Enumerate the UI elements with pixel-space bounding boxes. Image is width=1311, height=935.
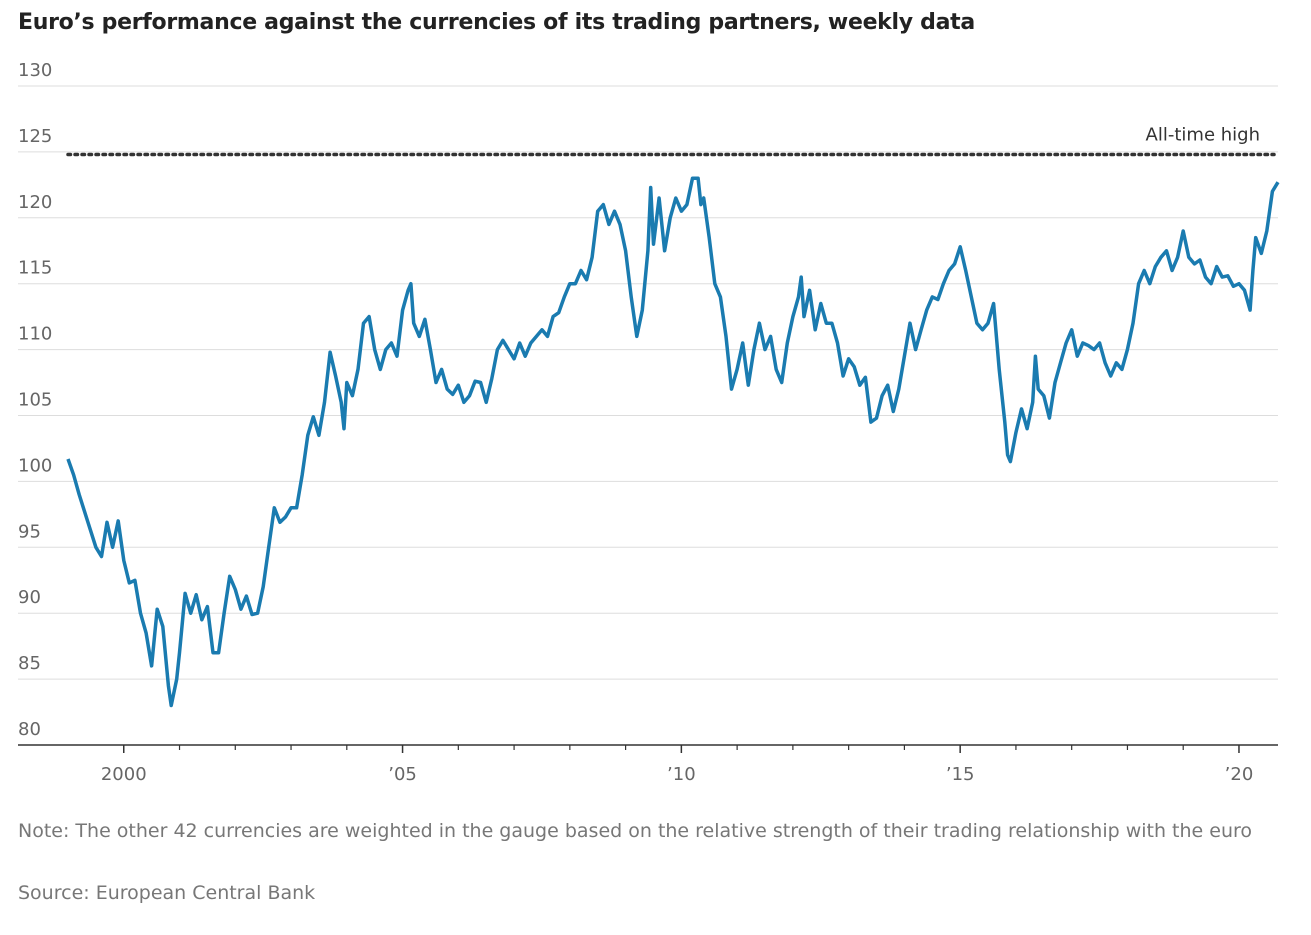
x-tick-label: ’10 bbox=[667, 764, 696, 785]
y-tick-label: 80 bbox=[18, 719, 41, 740]
x-tick-label: ’20 bbox=[1225, 764, 1254, 785]
y-tick-label: 105 bbox=[18, 390, 52, 411]
y-tick-label: 115 bbox=[18, 258, 52, 279]
x-tick-label: ’15 bbox=[946, 764, 975, 785]
annotation: All-time high bbox=[1146, 125, 1260, 146]
y-tick-label: 100 bbox=[18, 455, 52, 476]
line-series bbox=[66, 176, 1280, 708]
source: Source: European Central Bank bbox=[18, 882, 316, 904]
y-tick-label: 85 bbox=[18, 653, 41, 674]
chart: 80 85 90 95 100 105 110 115 120 125 130 2000 ’05 ’10 ’… bbox=[18, 60, 1280, 785]
y-tick-label: 110 bbox=[18, 324, 52, 345]
note: Note: The other 42 currencies are weight… bbox=[18, 820, 1253, 842]
x-tick-label: ’05 bbox=[388, 764, 417, 785]
chart-title: Euro’s performance against the currencie… bbox=[18, 10, 975, 35]
y-tick-label: 90 bbox=[18, 587, 41, 608]
y-tick-label: 130 bbox=[18, 60, 52, 81]
y-tick-label: 120 bbox=[18, 192, 52, 213]
y-tick-label: 95 bbox=[18, 521, 41, 542]
x-tick-label: 2000 bbox=[101, 764, 147, 785]
y-tick-label: 125 bbox=[18, 126, 52, 147]
